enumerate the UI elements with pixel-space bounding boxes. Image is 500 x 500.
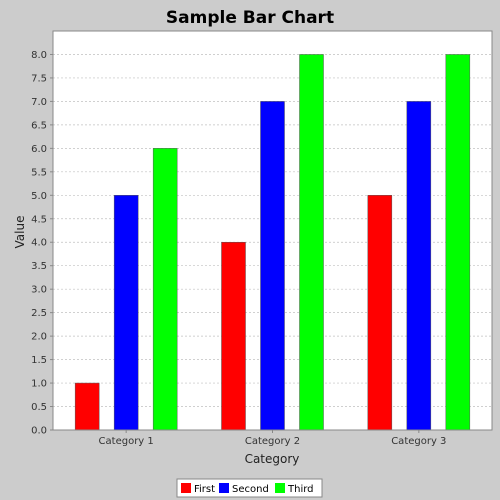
bar-first-1 [74, 382, 100, 431]
x-axis-ticks: Category 1 Category 2 Category 3 [99, 430, 446, 447]
y-tick-label: 1.5 [31, 355, 47, 366]
x-tick-label: Category 1 [99, 436, 154, 447]
legend: First Second Third [176, 478, 323, 498]
y-axis-title: Value [13, 216, 27, 249]
y-tick-label: 1.0 [31, 379, 47, 390]
y-tick-label: 5.0 [31, 191, 47, 202]
y-tick-label: 0.0 [31, 426, 47, 437]
bar-second-1 [113, 195, 139, 431]
legend-swatch-first [181, 483, 191, 493]
legend-label-third: Third [287, 484, 314, 495]
bar-second-2 [260, 101, 285, 431]
x-tick-label: Category 3 [391, 436, 446, 447]
y-tick-label: 7.0 [31, 97, 47, 108]
bar-third-2 [299, 54, 324, 431]
y-tick-label: 3.0 [31, 285, 47, 296]
x-axis-title: Category [245, 452, 300, 466]
y-tick-label: 0.5 [31, 402, 47, 413]
y-tick-label: 2.0 [31, 332, 47, 343]
x-tick-label: Category 2 [245, 436, 300, 447]
y-axis-ticks: 0.0 0.5 1.0 1.5 2.0 2.5 3.0 3.5 4.0 4.5 5.0 5.5 6.0 6… [31, 50, 53, 437]
legend-label-first: First [194, 484, 215, 495]
bars [74, 54, 471, 431]
bar-first-3 [367, 195, 393, 431]
legend-box [176, 478, 323, 498]
y-tick-label: 2.5 [31, 308, 47, 319]
y-tick-label: 4.0 [31, 238, 47, 249]
bar-third-1 [152, 148, 178, 431]
chart-title: Sample Bar Chart [166, 8, 334, 28]
y-tick-label: 4.5 [31, 214, 47, 225]
legend-swatch-second [219, 483, 229, 493]
y-tick-label: 8.0 [31, 50, 47, 61]
y-tick-label: 3.5 [31, 261, 47, 272]
y-tick-label: 5.5 [31, 167, 47, 178]
y-tick-label: 7.5 [31, 73, 47, 84]
bar-third-3 [445, 54, 471, 431]
bar-second-3 [406, 101, 432, 431]
bar-first-2 [221, 241, 246, 431]
y-tick-label: 6.0 [31, 144, 47, 155]
legend-label-second: Second [232, 484, 269, 495]
legend-items: First Second Third [181, 483, 314, 495]
legend-swatch-third [275, 483, 285, 493]
y-tick-label: 6.5 [31, 120, 47, 131]
